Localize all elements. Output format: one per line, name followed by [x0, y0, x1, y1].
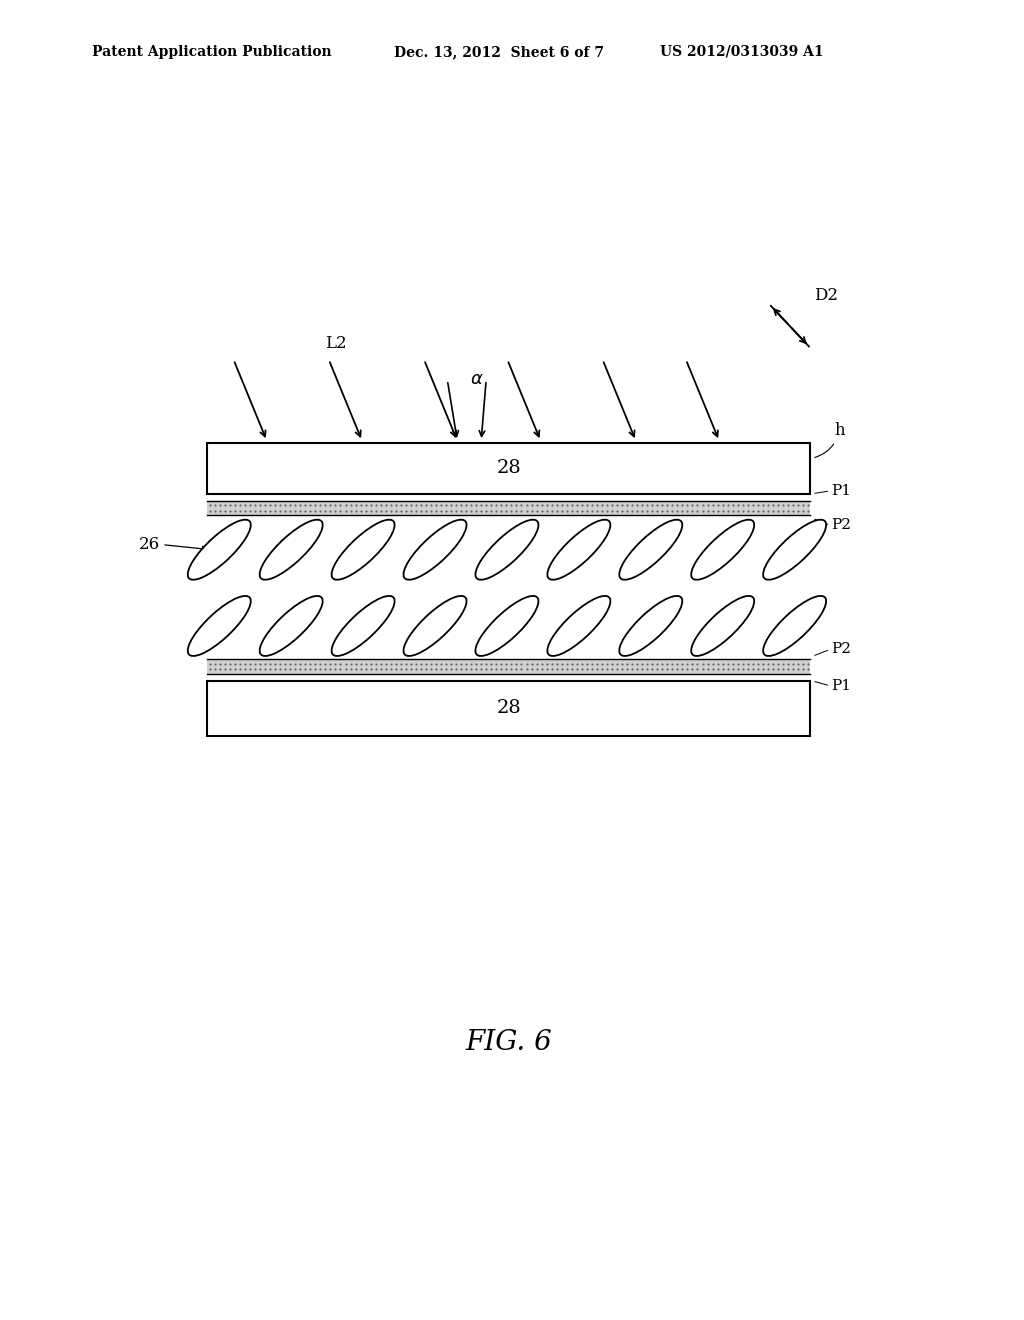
Ellipse shape [548, 520, 610, 579]
Ellipse shape [332, 595, 394, 656]
Ellipse shape [403, 520, 467, 579]
Ellipse shape [548, 595, 610, 656]
Text: 28: 28 [497, 459, 521, 478]
Bar [207, 660, 811, 673]
Ellipse shape [763, 595, 826, 656]
Text: Dec. 13, 2012  Sheet 6 of 7: Dec. 13, 2012 Sheet 6 of 7 [394, 45, 604, 59]
Text: FIG. 6: FIG. 6 [466, 1030, 552, 1056]
Ellipse shape [260, 520, 323, 579]
Text: P1: P1 [831, 678, 851, 693]
Ellipse shape [187, 520, 251, 579]
Text: P2: P2 [831, 519, 851, 532]
Ellipse shape [691, 595, 755, 656]
Ellipse shape [475, 595, 539, 656]
Ellipse shape [620, 520, 682, 579]
Ellipse shape [260, 595, 323, 656]
Ellipse shape [620, 595, 682, 656]
Text: D2: D2 [814, 288, 839, 304]
Ellipse shape [691, 520, 755, 579]
Text: P1: P1 [831, 483, 851, 498]
Text: US 2012/0313039 A1: US 2012/0313039 A1 [660, 45, 824, 59]
Bar [207, 500, 811, 515]
Text: L2: L2 [325, 334, 346, 351]
Text: 26: 26 [138, 536, 160, 553]
Text: P2: P2 [831, 643, 851, 656]
Text: $\alpha$: $\alpha$ [470, 370, 484, 388]
Ellipse shape [763, 520, 826, 579]
Bar [207, 681, 811, 735]
Text: 28: 28 [497, 700, 521, 717]
Ellipse shape [187, 595, 251, 656]
Ellipse shape [403, 595, 467, 656]
Ellipse shape [475, 520, 539, 579]
Text: Patent Application Publication: Patent Application Publication [92, 45, 332, 59]
Text: h: h [815, 422, 845, 458]
Ellipse shape [332, 520, 394, 579]
Bar [207, 444, 811, 494]
